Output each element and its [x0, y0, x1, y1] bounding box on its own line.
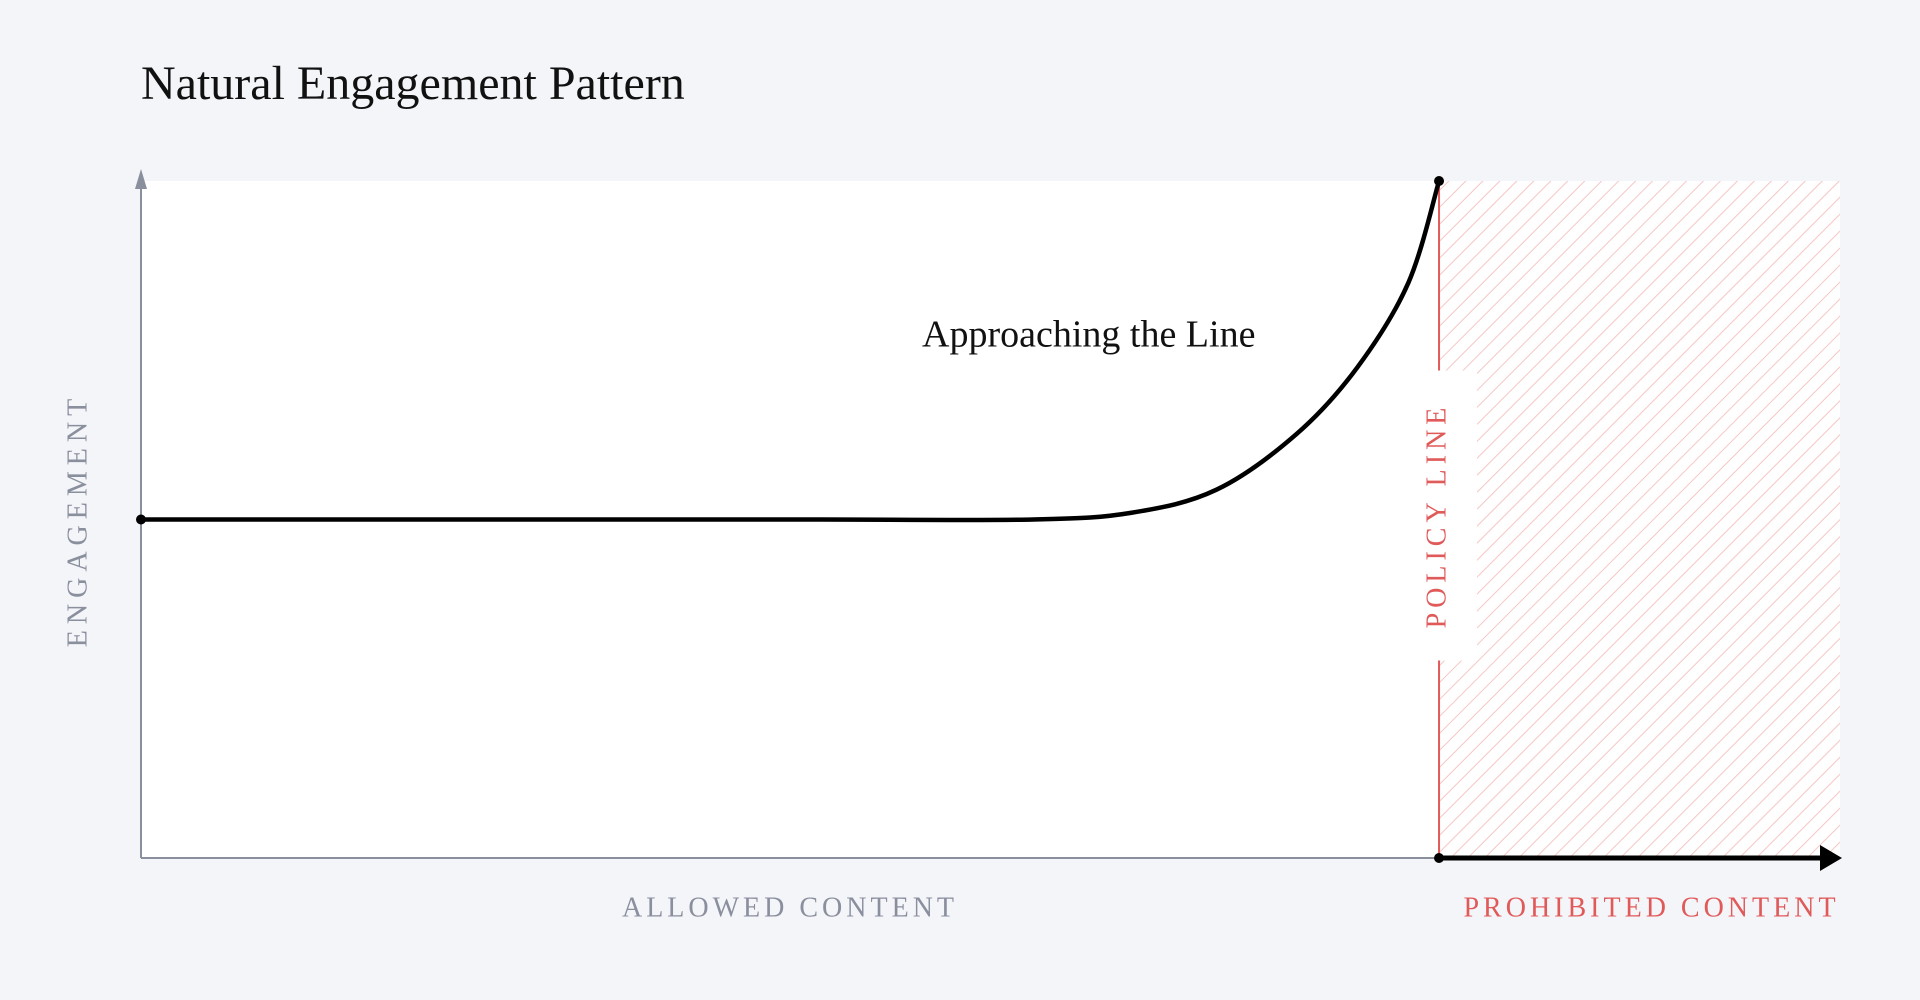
axis-dot — [1434, 853, 1445, 863]
x-axis-label-right: PROHIBITED CONTENT — [1463, 892, 1839, 923]
axis-arrowhead — [1820, 845, 1842, 871]
chart-title: Natural Engagement Pattern — [141, 57, 685, 110]
y-axis-label: ENGAGEMENT — [62, 393, 93, 647]
policy-label-background — [1421, 370, 1478, 661]
line-end — [1434, 176, 1445, 186]
prohibited-region — [1439, 181, 1840, 858]
engagement-line — [138, 178, 1442, 523]
policy-label: POLICY LINE — [1421, 403, 1452, 629]
x-axis-label: ALLOWED CONTENT — [622, 892, 958, 923]
annotation: Approaching the Line — [922, 314, 1255, 356]
line-start — [136, 514, 146, 525]
